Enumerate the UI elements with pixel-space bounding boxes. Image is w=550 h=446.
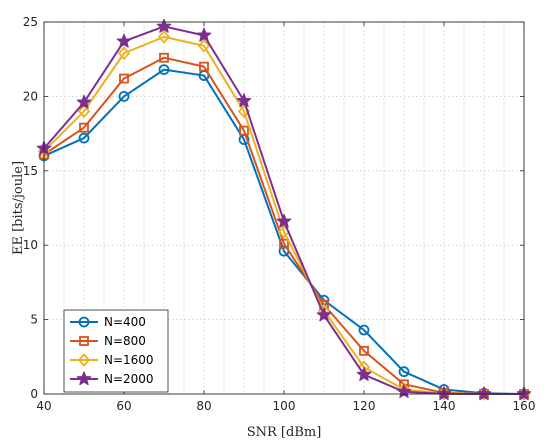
data-point-n-800 — [239, 125, 249, 136]
legend-marker-n-1600 — [77, 353, 91, 367]
data-point-n-800 — [119, 73, 129, 84]
legend-marker-n-400 — [78, 316, 90, 328]
data-point-n-2000 — [276, 213, 292, 228]
y-tick-label: 5 — [30, 313, 38, 327]
x-tick-label: 100 — [273, 399, 296, 413]
data-point-n-1600 — [77, 104, 91, 119]
data-point-n-2000 — [156, 18, 172, 33]
legend-box — [63, 309, 169, 393]
data-point-n-400 — [358, 324, 370, 336]
y-tick-label: 0 — [30, 387, 38, 401]
data-point-n-2000 — [316, 307, 332, 322]
x-tick-label: 160 — [513, 399, 536, 413]
legend-label-n-800: N=800 — [104, 334, 146, 348]
x-tick-label: 60 — [116, 399, 131, 413]
data-point-n-400 — [158, 64, 170, 76]
legend-label-n-2000: N=2000 — [104, 372, 154, 386]
data-point-n-800 — [159, 52, 169, 63]
data-point-n-400 — [398, 366, 410, 378]
data-point-n-2000 — [196, 27, 212, 42]
data-point-n-2000 — [116, 33, 132, 48]
x-tick-label: 120 — [353, 399, 376, 413]
y-tick-label: 15 — [23, 164, 38, 178]
x-tick-label: 40 — [36, 399, 51, 413]
legend-marker-n-2000 — [76, 371, 92, 386]
data-point-n-1600 — [157, 30, 171, 44]
y-tick-label: 10 — [23, 238, 38, 252]
data-point-n-2000 — [76, 94, 92, 109]
axis-ticks: 40 60 80 100 120 140 160 0 5 10 15 20 25 — [23, 15, 536, 413]
legend: N=400 N=800 N=1600 N=2000 — [63, 309, 169, 393]
legend-label-n-1600: N=1600 — [104, 353, 154, 367]
legend-item-n-400: N=400 — [70, 315, 146, 329]
legend-item-n-2000: N=2000 — [70, 371, 154, 386]
x-tick-label: 80 — [196, 399, 211, 413]
legend-marker-n-800 — [79, 336, 89, 346]
legend-label-n-400: N=400 — [104, 315, 146, 329]
x-axis-title: SNR [dBm] — [247, 425, 322, 440]
y-tick-label: 25 — [23, 15, 38, 29]
data-point-n-2000 — [356, 367, 372, 381]
data-point-n-800 — [79, 122, 89, 133]
data-point-n-2000 — [236, 93, 252, 108]
data-point-n-800 — [279, 238, 289, 249]
data-point-n-2000 — [396, 384, 412, 399]
legend-item-n-800: N=800 — [70, 334, 146, 348]
data-point-n-400 — [78, 132, 90, 144]
data-point-n-400 — [118, 91, 130, 102]
data-point-n-1600 — [197, 38, 211, 53]
x-tick-label: 140 — [433, 399, 456, 413]
y-tick-label: 20 — [23, 89, 38, 103]
y-axis-title: EE [bits/joule] — [11, 161, 26, 255]
data-point-n-2000 — [476, 386, 492, 401]
legend-item-n-1600: N=1600 — [70, 353, 154, 367]
data-point-n-800 — [359, 345, 369, 356]
data-point-n-1600 — [117, 46, 131, 61]
data-point-n-800 — [199, 61, 209, 72]
